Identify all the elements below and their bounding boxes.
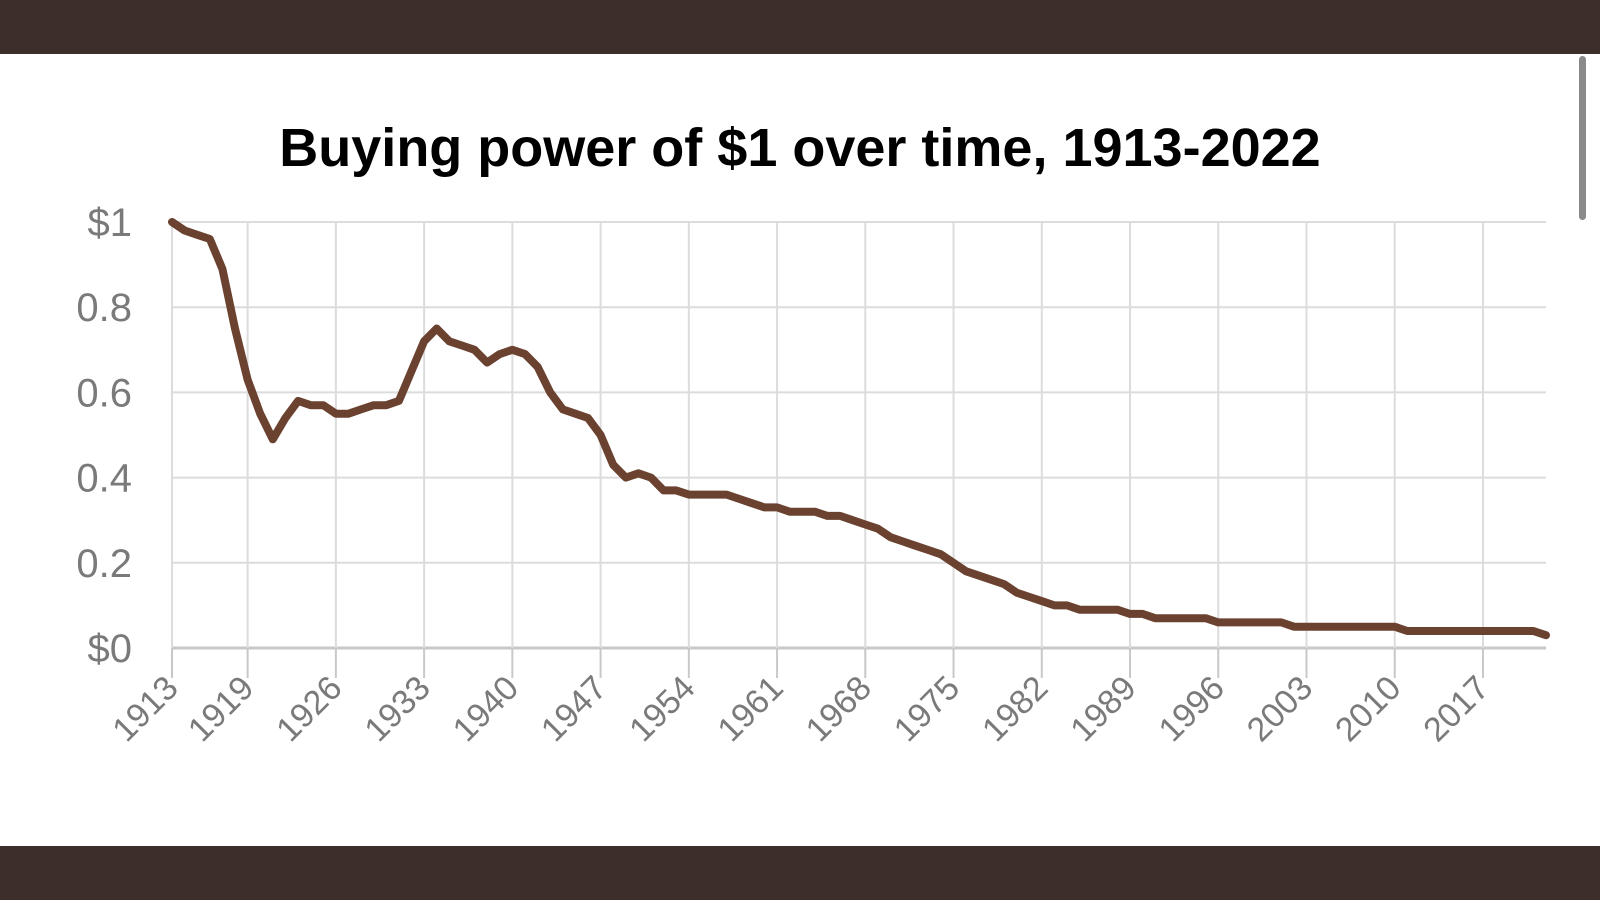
x-tick-label: 1996	[1152, 669, 1232, 749]
grid	[171, 221, 1546, 650]
chart-title: Buying power of $1 over time, 1913-2022	[279, 118, 1321, 178]
x-tick-label: 1968	[799, 669, 879, 749]
x-tick-label: 1954	[622, 669, 702, 749]
x-tick-label: 1919	[181, 669, 261, 749]
x-tick-label: 1961	[710, 669, 790, 749]
x-tick-label: 2010	[1328, 669, 1408, 749]
series	[168, 218, 1550, 640]
x-tick-label: 1989	[1063, 669, 1143, 749]
y-axis: $1 0.8 0.6 0.4 0.2 $0	[76, 201, 132, 671]
y-tick-label: 0.6	[76, 371, 132, 415]
x-tick-label: 1913	[105, 669, 185, 749]
x-tick-label: 1982	[975, 669, 1055, 749]
scrollbar[interactable]	[1579, 56, 1586, 220]
x-tick-label: 1933	[357, 669, 437, 749]
series-line	[168, 218, 1550, 640]
letterbox-bottom	[0, 846, 1600, 900]
letterbox-top	[0, 0, 1600, 54]
x-tick-label: 2017	[1416, 669, 1496, 749]
y-tick-label: $0	[88, 627, 133, 671]
x-tick-label: 2003	[1240, 669, 1320, 749]
chart-panel	[0, 54, 1600, 846]
y-tick-label: 0.4	[76, 457, 132, 501]
x-tick-label: 1975	[887, 669, 967, 749]
x-tick-label: 1947	[534, 669, 614, 749]
y-tick-label: 0.2	[76, 542, 132, 586]
y-tick-label: $1	[88, 201, 133, 245]
y-tick-label: 0.8	[76, 286, 132, 330]
x-tick-label: 1926	[269, 669, 349, 749]
x-tick-label: 1940	[446, 669, 526, 749]
